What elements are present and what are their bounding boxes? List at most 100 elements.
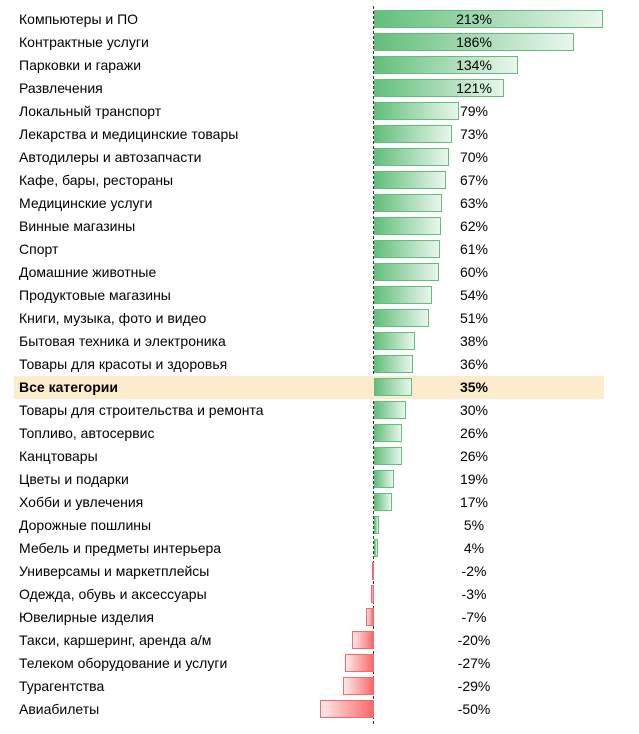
category-label: Дорожные пошлины [19,517,152,533]
value-label: -3% [461,586,487,602]
category-label: Кафе, бары, рестораны [19,172,174,188]
bar [374,424,402,442]
bar [366,608,374,626]
category-label: Хобби и увлечения [19,494,144,510]
bar [374,401,407,419]
bar [374,10,603,28]
chart-row: Кафе, бары, рестораны 67% [14,169,604,192]
category-label: Все категории [19,379,118,395]
category-label: Цветы и подарки [19,471,129,487]
value-label: -50% [457,701,491,717]
value-label: 60% [459,264,489,280]
value-label: -27% [457,655,491,671]
chart-row: Медицинские услуги 63% [14,192,604,215]
bar [374,194,442,212]
value-label: 121% [456,80,492,96]
chart-row: Такси, каршеринг, аренда а/м -20% [14,629,604,652]
chart-row: Мебель и предметы интерьера 4% [14,537,604,560]
chart-row: Винные магазины 62% [14,215,604,238]
chart-row: Телеком оборудование и услуги -27% [14,652,604,675]
value-label: -2% [461,563,487,579]
category-label: Спорт [19,241,59,257]
bar [320,700,374,718]
chart-row: Турагентства -29% [14,675,604,698]
category-label: Авиабилеты [19,701,100,717]
category-label: Книги, музыка, фото и видео [19,310,207,326]
category-label: Ювелирные изделия [19,609,154,625]
value-label: 61% [459,241,489,257]
value-label: 213% [456,11,492,27]
chart-row: Домашние животные 60% [14,261,604,284]
chart-row: Парковки и гаражи 134% [14,54,604,77]
category-label: Такси, каршеринг, аренда а/м [19,632,212,648]
bar [374,516,380,534]
chart-row: Спорт 61% [14,238,604,261]
chart-row: Хобби и увлечения 17% [14,491,604,514]
chart-row: Развлечения 121% [14,77,604,100]
chart-row: Контрактные услуги 186% [14,31,604,54]
bar [374,355,413,373]
zero-axis [373,6,374,724]
bar [374,148,450,166]
category-label: Медицинские услуги [19,195,153,211]
category-label: Автодилеры и автозапчасти [19,149,202,165]
value-label: -20% [457,632,491,648]
chart-row: Товары для красоты и здоровья 36% [14,353,604,376]
category-label: Компьютеры и ПО [19,11,139,27]
value-label: 26% [459,448,489,464]
value-label: 79% [459,103,489,119]
chart-row: Бытовая техника и электроника 38% [14,330,604,353]
bar [374,332,415,350]
category-label: Топливо, автосервис [19,425,155,441]
category-label: Домашние животные [19,264,157,280]
value-label: 70% [459,149,489,165]
bar [374,171,447,189]
category-label: Контрактные услуги [19,34,149,50]
value-label: 26% [459,425,489,441]
value-label: 73% [459,126,489,142]
category-label: Канцтовары [19,448,98,464]
category-label: Развлечения [19,80,103,96]
chart-row: Канцтовары 26% [14,445,604,468]
chart-row: Авиабилеты -50% [14,698,604,721]
bar [374,240,440,258]
chart-row: Ювелирные изделия -7% [14,606,604,629]
value-label: 51% [459,310,489,326]
category-label: Продуктовые магазины [19,287,171,303]
value-label: 54% [459,287,489,303]
value-label: 134% [456,57,492,73]
chart-row: Одежда, обувь и аксессуары -3% [14,583,604,606]
bar [374,378,412,396]
category-label: Винные магазины [19,218,136,234]
bar [374,539,379,557]
chart-row: Топливо, автосервис 26% [14,422,604,445]
category-label: Универсамы и маркетплейсы [19,563,210,579]
value-label: 63% [459,195,489,211]
chart-row: Автодилеры и автозапчасти 70% [14,146,604,169]
value-label: 38% [459,333,489,349]
category-label: Товары для красоты и здоровья [19,356,228,372]
category-label: Товары для строительства и ремонта [19,402,264,418]
bar [374,125,453,143]
bar [374,309,429,327]
value-label: 5% [463,517,485,533]
category-label: Турагентства [19,678,105,694]
bar [374,447,402,465]
bar [374,286,433,304]
value-label: 36% [459,356,489,372]
bar [374,263,439,281]
chart-row: Цветы и подарки 19% [14,468,604,491]
category-label: Локальный транспорт [19,103,162,119]
category-label: Лекарства и медицинские товары [19,126,239,142]
chart-row: Дорожные пошлины 5% [14,514,604,537]
bar [374,493,393,511]
value-label: 30% [459,402,489,418]
value-label: 35% [459,379,489,395]
bar [371,562,374,580]
chart-row: Товары для строительства и ремонта 30% [14,399,604,422]
chart-row: Компьютеры и ПО 213% [14,8,604,31]
bar [370,585,374,603]
value-label: 62% [459,218,489,234]
category-label: Парковки и гаражи [19,57,142,73]
bar [344,654,374,672]
